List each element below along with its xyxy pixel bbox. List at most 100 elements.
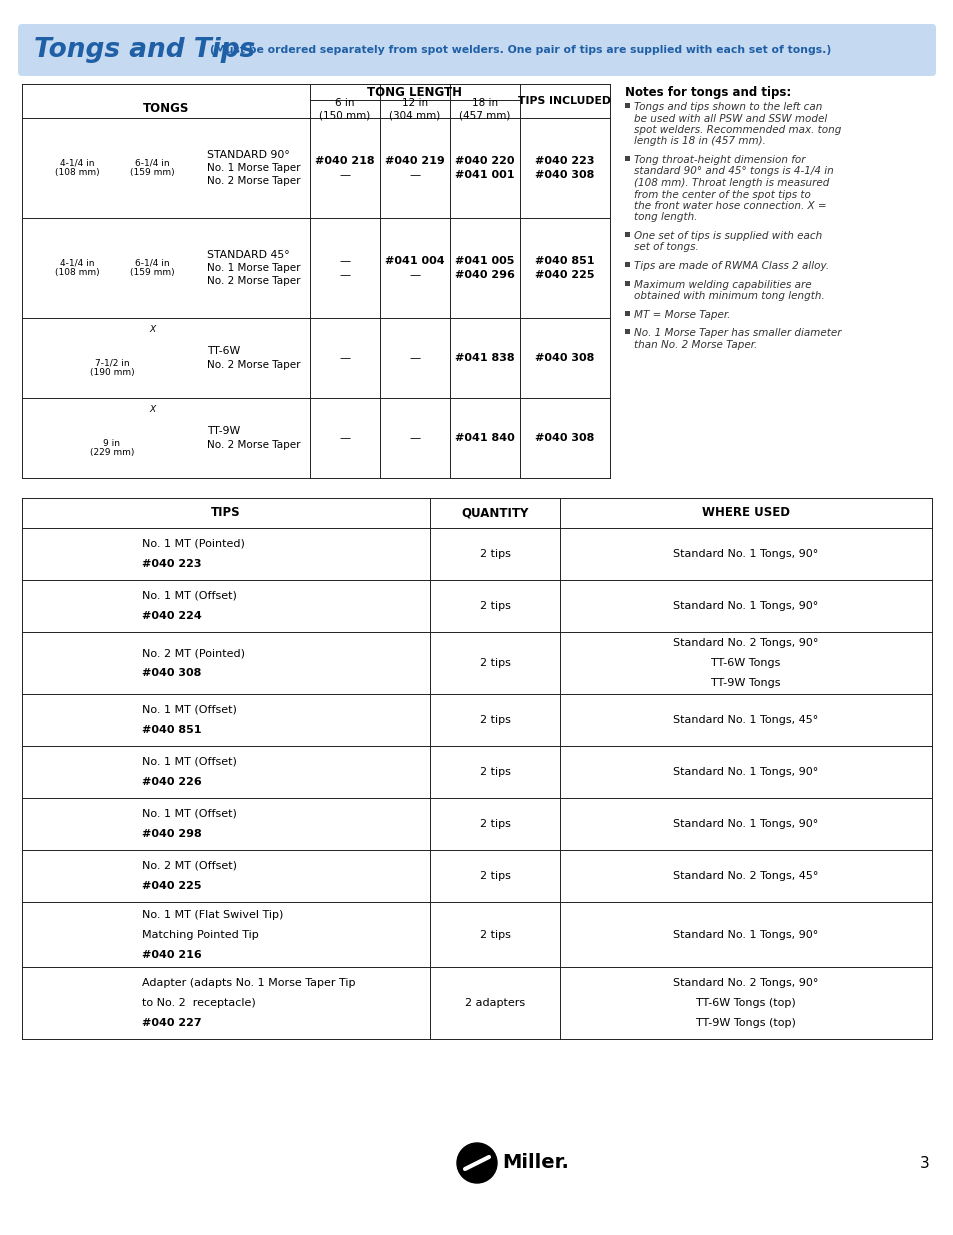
Text: No. 1 Morse Taper: No. 1 Morse Taper <box>207 163 300 173</box>
Text: 2 tips: 2 tips <box>479 930 510 940</box>
Text: —: — <box>409 353 420 363</box>
Text: 2 tips: 2 tips <box>479 550 510 559</box>
Text: One set of tips is supplied with each: One set of tips is supplied with each <box>634 231 821 241</box>
Text: (229 mm): (229 mm) <box>90 448 134 457</box>
Text: X: X <box>149 326 155 335</box>
Text: #041 838: #041 838 <box>455 353 515 363</box>
Text: —: — <box>339 256 350 266</box>
Text: Standard No. 2 Tongs, 90°: Standard No. 2 Tongs, 90° <box>673 978 818 988</box>
FancyBboxPatch shape <box>18 23 935 77</box>
Text: #040 227: #040 227 <box>142 1018 201 1028</box>
Text: MT = Morse Taper.: MT = Morse Taper. <box>634 310 730 320</box>
Text: #040 225: #040 225 <box>535 270 594 280</box>
Text: No. 1 Morse Taper has smaller diameter: No. 1 Morse Taper has smaller diameter <box>634 329 841 338</box>
Text: #041 840: #041 840 <box>455 433 515 443</box>
Text: (Must be ordered separately from spot welders. One pair of tips are supplied wit: (Must be ordered separately from spot we… <box>210 44 830 56</box>
Text: TIPS INCLUDED: TIPS INCLUDED <box>518 96 611 106</box>
Text: Standard No. 2 Tongs, 45°: Standard No. 2 Tongs, 45° <box>673 871 818 881</box>
Text: (108 mm): (108 mm) <box>54 168 99 178</box>
Text: 18 in
(457 mm): 18 in (457 mm) <box>458 98 510 120</box>
Text: —: — <box>409 433 420 443</box>
Text: Standard No. 1 Tongs, 45°: Standard No. 1 Tongs, 45° <box>673 715 818 725</box>
Text: Standard No. 2 Tongs, 90°: Standard No. 2 Tongs, 90° <box>673 638 818 648</box>
Text: Tongs and tips shown to the left can: Tongs and tips shown to the left can <box>634 103 821 112</box>
Text: 2 tips: 2 tips <box>479 658 510 668</box>
Text: #040 296: #040 296 <box>455 270 515 280</box>
Text: —: — <box>339 270 350 280</box>
Text: —: — <box>339 170 350 180</box>
Text: #040 308: #040 308 <box>535 433 594 443</box>
Text: Standard No. 1 Tongs, 90°: Standard No. 1 Tongs, 90° <box>673 819 818 829</box>
Circle shape <box>456 1144 497 1183</box>
Text: #040 223: #040 223 <box>535 156 594 165</box>
Text: Standard No. 1 Tongs, 90°: Standard No. 1 Tongs, 90° <box>673 550 818 559</box>
Text: #040 225: #040 225 <box>142 881 201 890</box>
Text: Matching Pointed Tip: Matching Pointed Tip <box>142 930 258 940</box>
Text: length is 18 in (457 mm).: length is 18 in (457 mm). <box>634 137 765 147</box>
Text: 2 adapters: 2 adapters <box>464 998 524 1008</box>
Text: STANDARD 90°: STANDARD 90° <box>207 149 290 161</box>
Text: than No. 2 Morse Taper.: than No. 2 Morse Taper. <box>634 340 757 350</box>
Text: QUANTITY: QUANTITY <box>461 506 528 520</box>
Text: No. 1 MT (Offset): No. 1 MT (Offset) <box>142 809 236 819</box>
Bar <box>624 103 629 107</box>
Text: TT-9W: TT-9W <box>207 426 240 436</box>
Text: #040 224: #040 224 <box>142 611 201 621</box>
Text: No. 2 MT (Pointed): No. 2 MT (Pointed) <box>142 648 245 658</box>
Text: #041 001: #041 001 <box>455 170 515 180</box>
Text: TT-9W Tongs (top): TT-9W Tongs (top) <box>696 1018 795 1028</box>
Text: 4-1/4 in: 4-1/4 in <box>60 258 94 268</box>
Text: Maximum welding capabilities are: Maximum welding capabilities are <box>634 279 811 289</box>
Text: No. 1 Morse Taper: No. 1 Morse Taper <box>207 263 300 273</box>
Text: #041 005: #041 005 <box>455 256 515 266</box>
Bar <box>624 329 629 333</box>
Text: No. 2 MT (Offset): No. 2 MT (Offset) <box>142 861 236 871</box>
Bar <box>624 262 629 267</box>
Text: No. 2 Morse Taper: No. 2 Morse Taper <box>207 440 300 450</box>
Text: #040 223: #040 223 <box>142 559 201 569</box>
Text: 2 tips: 2 tips <box>479 871 510 881</box>
Text: Notes for tongs and tips:: Notes for tongs and tips: <box>624 86 790 99</box>
Text: No. 1 MT (Pointed): No. 1 MT (Pointed) <box>142 538 245 550</box>
Text: Standard No. 1 Tongs, 90°: Standard No. 1 Tongs, 90° <box>673 601 818 611</box>
Text: the front water hose connection. X =: the front water hose connection. X = <box>634 201 825 211</box>
Text: be used with all PSW and SSW model: be used with all PSW and SSW model <box>634 114 826 124</box>
Text: No. 1 MT (Flat Swivel Tip): No. 1 MT (Flat Swivel Tip) <box>142 909 283 920</box>
Text: #040 226: #040 226 <box>142 777 201 787</box>
Text: Standard No. 1 Tongs, 90°: Standard No. 1 Tongs, 90° <box>673 930 818 940</box>
Text: from the center of the spot tips to: from the center of the spot tips to <box>634 189 810 200</box>
Text: Standard No. 1 Tongs, 90°: Standard No. 1 Tongs, 90° <box>673 767 818 777</box>
Text: 2 tips: 2 tips <box>479 767 510 777</box>
Text: TIPS: TIPS <box>211 506 240 520</box>
Text: standard 90° and 45° tongs is 4-1/4 in: standard 90° and 45° tongs is 4-1/4 in <box>634 167 833 177</box>
Text: (190 mm): (190 mm) <box>90 368 134 378</box>
Text: #040 220: #040 220 <box>455 156 515 165</box>
Text: #040 308: #040 308 <box>535 170 594 180</box>
Text: (159 mm): (159 mm) <box>130 268 174 278</box>
Text: TT-6W Tongs: TT-6W Tongs <box>711 658 780 668</box>
Text: STANDARD 45°: STANDARD 45° <box>207 249 290 261</box>
Text: 2 tips: 2 tips <box>479 715 510 725</box>
Text: 12 in
(304 mm): 12 in (304 mm) <box>389 98 440 120</box>
Text: TT-6W: TT-6W <box>207 346 240 356</box>
Text: 6 in
(150 mm): 6 in (150 mm) <box>319 98 370 120</box>
Bar <box>624 280 629 285</box>
Text: #040 216: #040 216 <box>142 950 201 960</box>
Text: No. 1 MT (Offset): No. 1 MT (Offset) <box>142 705 236 715</box>
Text: 7-1/2 in: 7-1/2 in <box>94 358 130 368</box>
Text: (108 mm). Throat length is measured: (108 mm). Throat length is measured <box>634 178 828 188</box>
Text: (108 mm): (108 mm) <box>54 268 99 278</box>
Text: (159 mm): (159 mm) <box>130 168 174 178</box>
Text: 6-1/4 in: 6-1/4 in <box>134 158 169 168</box>
Text: #041 004: #041 004 <box>385 256 444 266</box>
Text: —: — <box>339 353 350 363</box>
Text: to No. 2  receptacle): to No. 2 receptacle) <box>142 998 255 1008</box>
Text: #040 219: #040 219 <box>385 156 444 165</box>
Text: 3: 3 <box>920 1156 929 1171</box>
Text: 4-1/4 in: 4-1/4 in <box>60 158 94 168</box>
Text: WHERE USED: WHERE USED <box>701 506 789 520</box>
Text: #040 308: #040 308 <box>535 353 594 363</box>
Text: obtained with minimum tong length.: obtained with minimum tong length. <box>634 291 824 301</box>
Text: #040 851: #040 851 <box>142 725 201 735</box>
Text: TONGS: TONGS <box>143 103 189 116</box>
